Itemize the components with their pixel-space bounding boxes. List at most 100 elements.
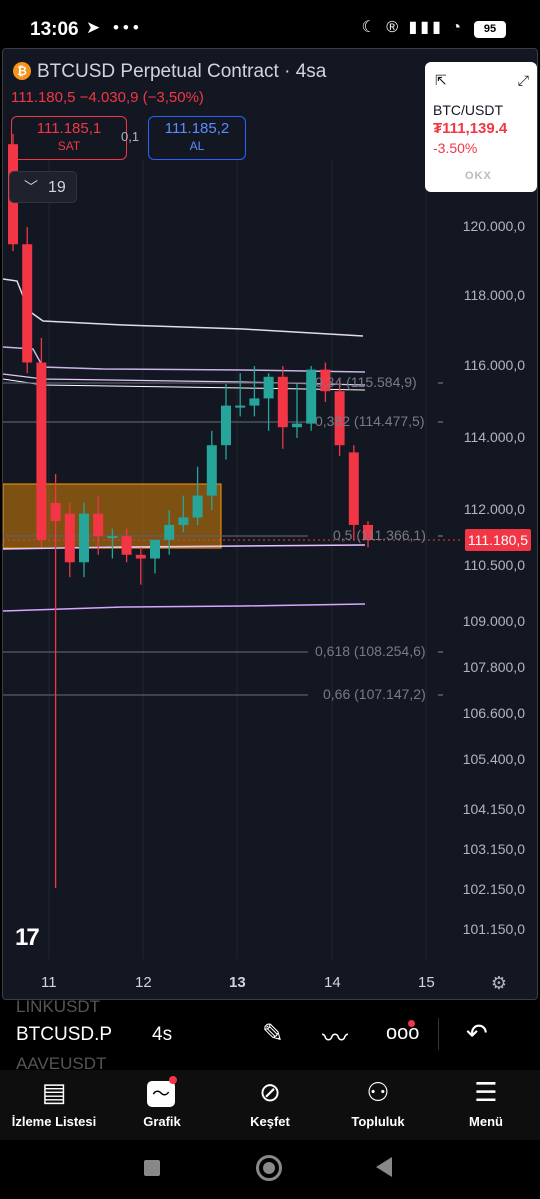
chart-title: ₿ BTCUSD Perpetual Contract · 4sa [13, 61, 326, 83]
candle-body [320, 369, 331, 392]
price-axis-label: 120.000,0 [462, 218, 525, 234]
community-icon: ⚇ [366, 1077, 390, 1107]
candle-body [306, 369, 317, 424]
nav-menu[interactable]: ☰ Menü [432, 1070, 540, 1129]
drawing-pen-icon[interactable]: ✎ [262, 1018, 284, 1048]
clock: 13:06 [30, 19, 79, 40]
time-axis-label: 11 [41, 974, 57, 991]
candle-body [235, 405, 246, 408]
candle-body [263, 376, 274, 399]
price-change-line: 111.180,5 −4.030,9 (−3,50%) [11, 89, 204, 106]
indicators-toggle[interactable]: ﹀ 19 [9, 171, 77, 203]
moving-average-line [3, 278, 364, 337]
ghost-symbol-above: LINKUSDT [16, 997, 101, 1016]
nav-chart[interactable]: 〜 Grafik [108, 1070, 216, 1129]
price-axis-label: 104.150,0 [462, 801, 525, 817]
candle-body [221, 405, 231, 446]
widget-price: ₮111,139.4 [433, 120, 508, 137]
nav-menu-label: Menü [469, 1114, 503, 1129]
price-axis-label: 110.500,0 [463, 557, 525, 573]
battery-icon: 95 [474, 21, 506, 38]
interval-selector[interactable]: 4s [152, 1024, 173, 1045]
candle-body [164, 524, 175, 540]
price-axis-label: 116.000,0 [463, 357, 525, 373]
candle-body [192, 495, 203, 518]
ghost-symbol-below: AAVEUSDT [16, 1054, 107, 1073]
time-axis-label: 13 [229, 974, 246, 991]
candlestick-chart[interactable] [3, 49, 537, 999]
widget-change: -3.50% [433, 140, 478, 156]
widget-pair: BTC/USDT [433, 102, 503, 118]
candle-body [277, 376, 288, 428]
bitcoin-icon: ₿ [13, 62, 31, 80]
price-axis-label: 102.150,0 [462, 881, 525, 897]
price-axis-label: 109.000,0 [462, 613, 525, 629]
moving-average-line [3, 544, 366, 550]
price-axis-label: 103.150,0 [462, 841, 525, 857]
bottom-navigation: ▤ İzleme Listesi 〜 Grafik ⊘ Keşfet ⚇ Top… [0, 1070, 540, 1140]
tradingview-logo: 17 [15, 924, 40, 951]
indicator-count: 19 [48, 179, 66, 196]
spread-value: 0,1 [121, 129, 140, 144]
recents-icon[interactable] [144, 1160, 160, 1176]
fullscreen-icon[interactable]: ⤢ [517, 72, 529, 88]
candle-body [292, 423, 302, 428]
system-status-icons: ☾ ® ▮▮▮ ◔ [361, 19, 464, 36]
price-axis-label: 101.150,0 [462, 921, 525, 937]
buy-price: 111.185,2 [164, 120, 230, 137]
sell-button[interactable]: 111.185,1 SAT [11, 116, 127, 160]
fibonacci-level-label: 0,5 (111.366,1) [333, 527, 426, 543]
nav-community-label: Topluluk [351, 1114, 405, 1129]
time-axis-label: 15 [418, 974, 435, 991]
candle-body [249, 398, 260, 406]
nav-explore[interactable]: ⊘ Keşfet [216, 1070, 324, 1129]
okx-logo: OKX [465, 170, 492, 182]
notification-dot [408, 1020, 415, 1027]
back-icon[interactable] [376, 1157, 392, 1177]
price-axis-label: 118.000,0 [463, 287, 525, 303]
time-axis-label: 12 [135, 974, 152, 991]
candle-body [135, 554, 146, 559]
buy-button[interactable]: 111.185,2 AL [148, 116, 246, 160]
moving-average-line [3, 378, 366, 391]
price-widget[interactable]: ⇱ ⤢ BTC/USDT ₮111,139.4 -3.50% OKX [425, 62, 537, 192]
sell-price: 111.185,1 [36, 120, 102, 137]
nav-chart-label: Grafik [143, 1114, 181, 1129]
candle-body [107, 536, 118, 539]
candle-body [150, 539, 160, 559]
expand-icon[interactable]: ⇱ [435, 72, 447, 88]
candle-body [121, 536, 132, 555]
compass-icon: ⊘ [259, 1077, 281, 1107]
chart-icon: 〜 [108, 1070, 216, 1110]
nav-community[interactable]: ⚇ Topluluk [324, 1070, 432, 1129]
buy-label: AL [189, 139, 205, 153]
nav-watchlist[interactable]: ▤ İzleme Listesi [0, 1070, 108, 1129]
system-navigation [0, 1140, 540, 1199]
candle-body [79, 513, 89, 563]
candle-body [334, 391, 345, 446]
notification-icons: ➤ ••• [86, 18, 143, 37]
nav-watchlist-label: İzleme Listesi [11, 1114, 97, 1129]
nav-explore-label: Keşfet [250, 1114, 290, 1129]
candle-body [206, 445, 217, 496]
toolbar-divider [438, 1018, 439, 1050]
home-icon[interactable] [256, 1155, 282, 1181]
candle-body [64, 513, 75, 563]
candle-body [36, 362, 47, 540]
more-options-icon[interactable]: ooo [386, 1022, 420, 1044]
price-axis-label: 105.400,0 [462, 751, 525, 767]
chart-title-text: BTCUSD Perpetual Contract · 4sa [37, 61, 327, 82]
symbol-selector[interactable]: BTCUSD.P [16, 1024, 113, 1045]
settings-icon[interactable]: ⚙ [490, 973, 507, 993]
chevron-down-icon: ﹀ [24, 179, 38, 195]
undo-icon[interactable]: ↶ [466, 1018, 488, 1048]
chart-panel[interactable]: ₿ BTCUSD Perpetual Contract · 4sa 111.180… [2, 48, 538, 1000]
indicators-icon[interactable]: 〰 [322, 1023, 349, 1053]
current-price-tag: 111.180,5 [465, 529, 531, 551]
candle-body [50, 502, 61, 522]
fibonacci-level-label: 0,34 (115.584,9) [315, 374, 417, 390]
candle-body [22, 244, 33, 363]
moving-average-line [3, 603, 366, 612]
hamburger-menu-icon: ☰ [474, 1077, 498, 1107]
price-axis-label: 107.800,0 [462, 659, 525, 675]
